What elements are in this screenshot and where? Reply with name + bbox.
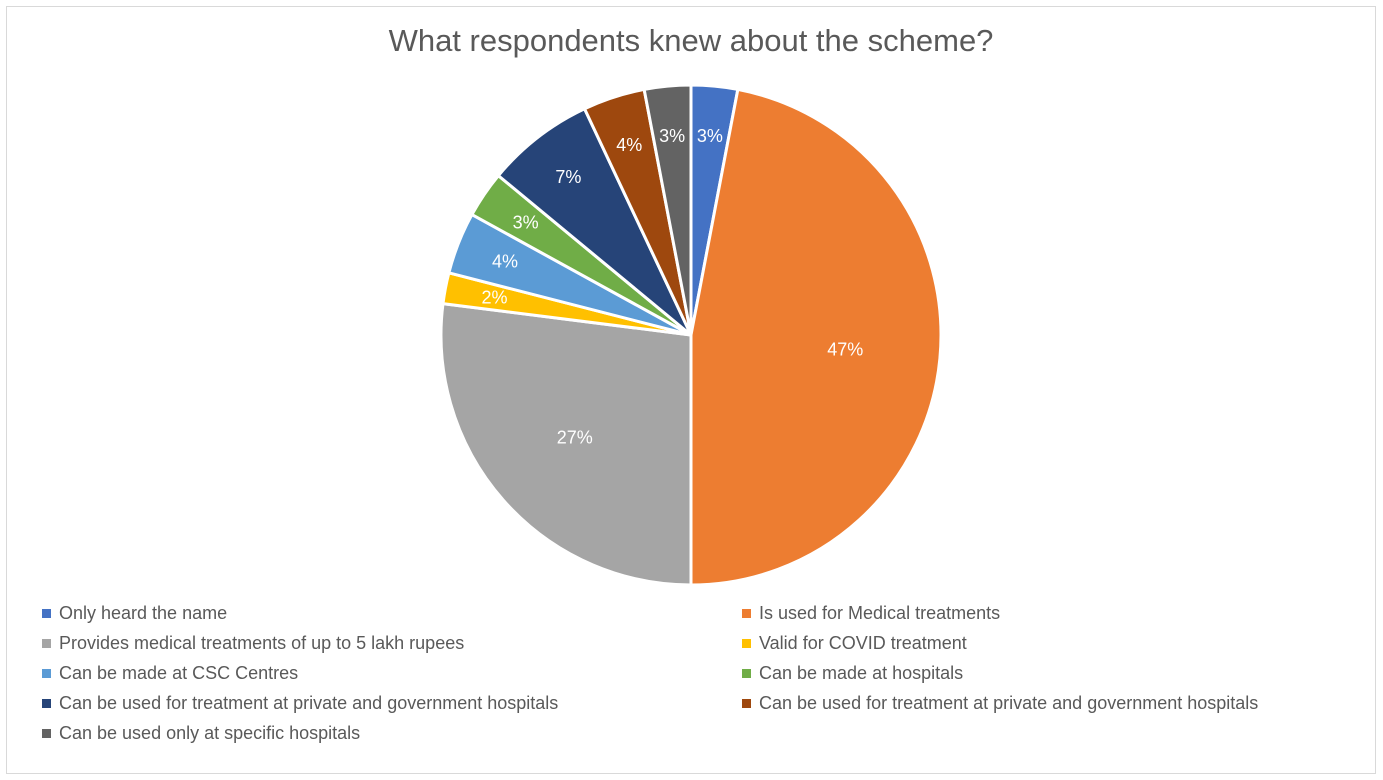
data-label-4: 4%	[492, 251, 518, 271]
legend-swatch	[742, 608, 751, 618]
legend-swatch	[42, 608, 51, 618]
legend-entry-3: Valid for COVID treatment	[742, 633, 967, 654]
data-label-6: 7%	[555, 167, 581, 187]
data-label-8: 3%	[659, 126, 685, 146]
pie-slice-1	[689, 87, 943, 587]
data-label-2: 27%	[557, 428, 593, 448]
legend-entry-7: Can be used for treatment at private and…	[742, 693, 1258, 714]
data-label-3: 2%	[482, 288, 508, 308]
pie-slice-6	[496, 106, 693, 337]
legend-label: Can be used for treatment at private and…	[59, 692, 559, 713]
legend-entry-1: Is used for Medical treatments	[742, 603, 1000, 624]
data-label-1: 47%	[827, 340, 863, 360]
pie-slice-8	[642, 83, 693, 336]
data-label-0: 3%	[697, 126, 723, 146]
data-label-7: 4%	[616, 135, 642, 155]
pie-slice-2	[439, 301, 693, 587]
chart-legend: Only heard the name Is used for Medical t…	[42, 598, 1372, 748]
legend-swatch	[42, 698, 51, 708]
legend-swatch	[742, 698, 751, 708]
legend-swatch	[42, 638, 51, 648]
legend-label: Provides medical treatments of up to 5 l…	[59, 632, 465, 653]
legend-label: Can be made at CSC Centres	[59, 662, 299, 683]
legend-swatch	[742, 668, 751, 678]
legend-label: Can be made at hospitals	[759, 662, 964, 683]
legend-entry-4: Can be made at CSC Centres	[42, 663, 742, 684]
legend-entry-0: Only heard the name	[42, 603, 742, 624]
legend-label: Only heard the name	[59, 602, 228, 623]
legend-row: Only heard the name Is used for Medical t…	[42, 598, 1372, 628]
legend-swatch	[42, 728, 51, 738]
pie-chart: 3% 47% 27% 2% 4% 3% 7% 4% 3%	[439, 83, 943, 587]
legend-entry-6: Can be used for treatment at private and…	[42, 693, 742, 714]
legend-row: Provides medical treatments of up to 5 l…	[42, 628, 1372, 658]
legend-entry-8: Can be used only at specific hospitals	[42, 723, 742, 744]
legend-label: Is used for Medical treatments	[759, 602, 1001, 623]
legend-row: Can be used for treatment at private and…	[42, 688, 1372, 718]
legend-label: Can be used for treatment at private and…	[759, 692, 1259, 713]
data-label-5: 3%	[513, 213, 539, 233]
legend-swatch	[42, 668, 51, 678]
legend-entry-5: Can be made at hospitals	[742, 663, 963, 684]
legend-label: Valid for COVID treatment	[759, 632, 967, 653]
legend-swatch	[742, 638, 751, 648]
legend-row: Can be made at CSC Centres Can be made at…	[42, 658, 1372, 688]
legend-row: Can be used only at specific hospitals	[42, 718, 1372, 748]
legend-label: Can be used only at specific hospitals	[59, 722, 361, 743]
legend-entry-2: Provides medical treatments of up to 5 l…	[42, 633, 742, 654]
chart-title: What respondents knew about the scheme?	[388, 23, 994, 58]
